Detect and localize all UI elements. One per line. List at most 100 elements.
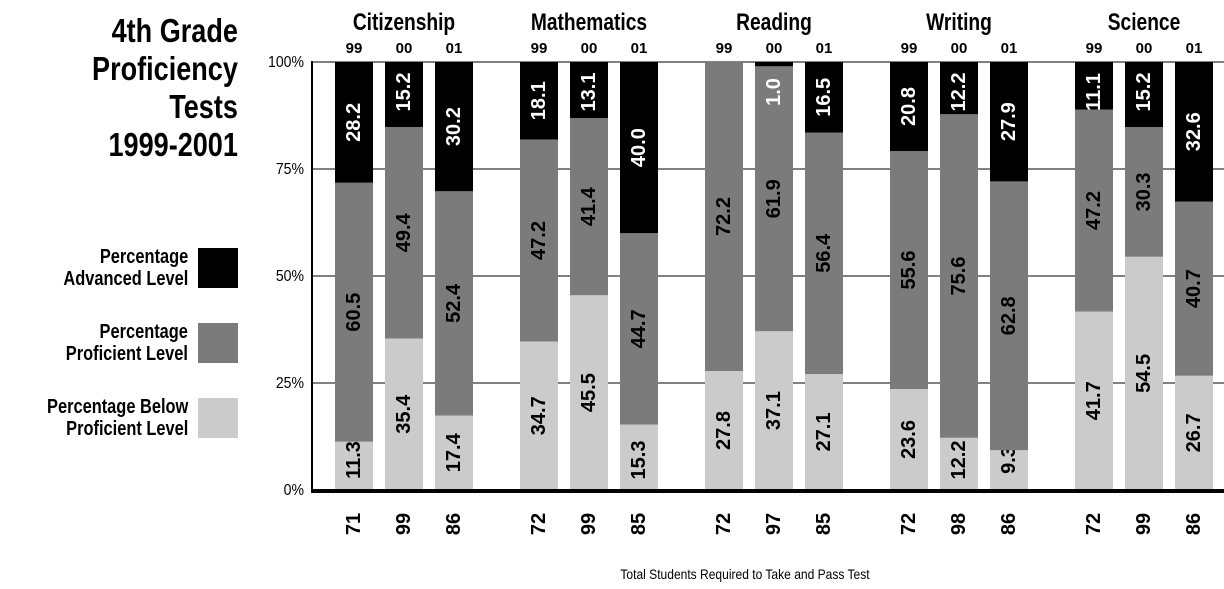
legend-label-line: Percentage: [99, 246, 188, 268]
bar-segment-advanced: [1075, 62, 1113, 110]
legend-label-line: Proficient Level: [65, 343, 188, 365]
data-label: 17.4: [443, 432, 465, 472]
legend-label-line: Advanced Level: [63, 268, 188, 290]
legend-label-line: Proficient Level: [65, 418, 188, 440]
year-label: 01: [816, 40, 833, 57]
year-label: 01: [1001, 40, 1018, 57]
data-label: 9.3: [998, 446, 1020, 474]
bar-segment-below: [335, 441, 373, 490]
total-students-label: 85: [813, 513, 835, 535]
legend-swatch-below: [198, 398, 238, 438]
y-tick-label: 100%: [268, 53, 304, 71]
bar-segment-proficient: [755, 66, 793, 332]
data-label: 75.6: [948, 257, 970, 296]
bar-segment-below: [755, 331, 793, 490]
legend-swatch-advanced: [198, 248, 238, 288]
data-label: 54.5: [1133, 354, 1155, 393]
bar-segment-below: [620, 424, 658, 490]
data-label: 27.1: [813, 413, 835, 452]
bar-segment-proficient: [705, 62, 743, 372]
bar-segment-below: [1175, 375, 1213, 490]
year-label: 01: [446, 40, 463, 57]
bar-segment-proficient: [570, 118, 608, 296]
data-label: 27.9: [998, 102, 1020, 141]
subject-label: Writing: [926, 8, 992, 36]
year-label: 00: [396, 40, 413, 57]
bar-segment-proficient: [620, 233, 658, 425]
legend-label: Percentage Proficient Level: [66, 321, 188, 365]
subject-label: Citizenship: [353, 8, 455, 36]
data-label: 45.5: [578, 373, 600, 412]
bar-segment-advanced: [335, 62, 373, 183]
subject-label: Science: [1108, 8, 1181, 36]
data-label: 1.0: [763, 78, 785, 106]
bar-segment-below: [385, 338, 423, 490]
data-label: 27.8: [713, 411, 735, 450]
legend-label: Percentage Advanced Level: [63, 246, 188, 290]
data-label: 30.2: [443, 107, 465, 146]
year-label: 99: [901, 40, 918, 57]
bar-segment-proficient: [890, 151, 928, 389]
data-label: 13.1: [578, 73, 600, 112]
bar-segment-below: [570, 295, 608, 490]
data-label: 55.6: [898, 251, 920, 290]
total-students-label: 86: [998, 513, 1020, 535]
bar-segment-advanced: [940, 62, 978, 115]
bar-segment-proficient: [805, 132, 843, 375]
bar-segment-advanced: [385, 62, 423, 128]
data-label: 15.2: [393, 73, 415, 112]
bar-segment-proficient: [1075, 109, 1113, 312]
bar-segment-proficient: [1125, 127, 1163, 257]
bar-segment-below: [520, 341, 558, 490]
total-students-label: 99: [393, 513, 415, 535]
data-label: 61.9: [763, 179, 785, 218]
data-label: 47.2: [528, 221, 550, 260]
y-tick-label: 75%: [276, 160, 304, 178]
data-label: 26.7: [1183, 413, 1205, 452]
data-label: 40.7: [1183, 269, 1205, 308]
year-label: 99: [716, 40, 733, 57]
year-label: 99: [1086, 40, 1103, 57]
legend-label-line: Percentage Below: [46, 396, 188, 418]
data-label: 72.2: [713, 197, 735, 236]
bar-segment-below: [805, 374, 843, 490]
bar-segment-below: [940, 437, 978, 490]
y-tick-label: 50%: [276, 267, 304, 285]
title-line: 4th Grade: [111, 12, 238, 49]
bar-segment-advanced: [435, 62, 473, 192]
bar-segment-advanced: [805, 62, 843, 133]
year-label: 00: [581, 40, 598, 57]
legend-swatch-proficient: [198, 323, 238, 363]
legend-item-proficient: Percentage Proficient Level: [0, 321, 238, 365]
bar-segment-proficient: [990, 181, 1028, 451]
data-label: 41.7: [1083, 381, 1105, 420]
total-students-label: 99: [1133, 513, 1155, 535]
bar-segment-advanced: [570, 62, 608, 119]
data-label: 15.3: [628, 441, 650, 480]
total-students-label: 71: [343, 513, 365, 535]
bar-segment-advanced: [890, 62, 928, 152]
data-label: 30.3: [1133, 172, 1155, 211]
subject-label: Reading: [736, 8, 812, 36]
year-label: 99: [531, 40, 548, 57]
bar-segment-advanced: [1175, 62, 1213, 202]
bar-segment-below: [705, 371, 743, 490]
x-axis-caption: Total Students Required to Take and Pass…: [620, 566, 870, 582]
data-label: 49.4: [393, 212, 415, 252]
legend-item-advanced: Percentage Advanced Level: [0, 246, 238, 290]
bar-segment-proficient: [1175, 201, 1213, 376]
total-students-label: 72: [1083, 513, 1105, 535]
total-students-label: 86: [1183, 513, 1205, 535]
year-label: 00: [1136, 40, 1153, 57]
total-students-label: 86: [443, 513, 465, 535]
data-label: 32.6: [1183, 112, 1205, 151]
total-students-label: 72: [898, 513, 920, 535]
data-label: 11.1: [1083, 73, 1105, 111]
data-label: 23.6: [898, 420, 920, 459]
bar-segment-proficient: [940, 114, 978, 438]
data-label: 20.8: [898, 87, 920, 126]
total-students-label: 97: [763, 513, 785, 535]
year-label: 00: [951, 40, 968, 57]
legend-item-below: Percentage Below Proficient Level: [0, 396, 238, 440]
data-label: 41.4: [578, 186, 600, 226]
